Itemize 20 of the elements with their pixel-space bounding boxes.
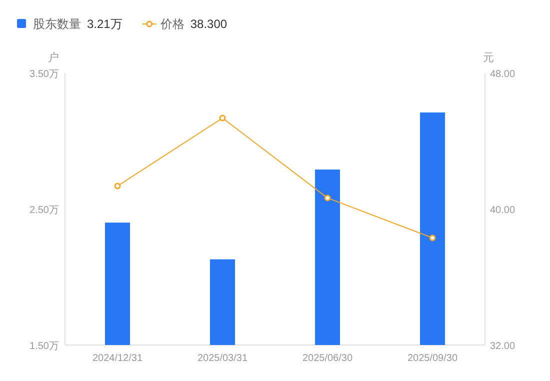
point [429,234,436,242]
point [114,182,121,190]
y-tick-label: 2.50万 [30,205,59,216]
y2-axis-title: 元 [483,52,494,64]
x-tick-label: 2025/03/31 [197,353,248,364]
y2-tick-label: 32.00 [490,341,516,352]
legend-label: 价格 [159,17,184,31]
y2-tick-label: 48.00 [490,69,516,80]
y-tick-label: 3.50万 [30,69,59,80]
legend-label: 股东数量 [33,17,81,31]
x-tick-label: 2025/09/30 [407,353,458,364]
text: 38.300 [190,17,228,31]
x-tick-label: 2024/12/31 [92,353,143,364]
x-tick-label: 2025/06/30 [302,353,353,364]
point [219,114,226,122]
point [324,194,331,202]
text: 3.21万 [87,17,122,31]
y2-tick-label: 40.00 [490,205,516,216]
y-tick-label: 1.50万 [30,341,59,352]
y-axis-title: 户 [48,51,59,64]
